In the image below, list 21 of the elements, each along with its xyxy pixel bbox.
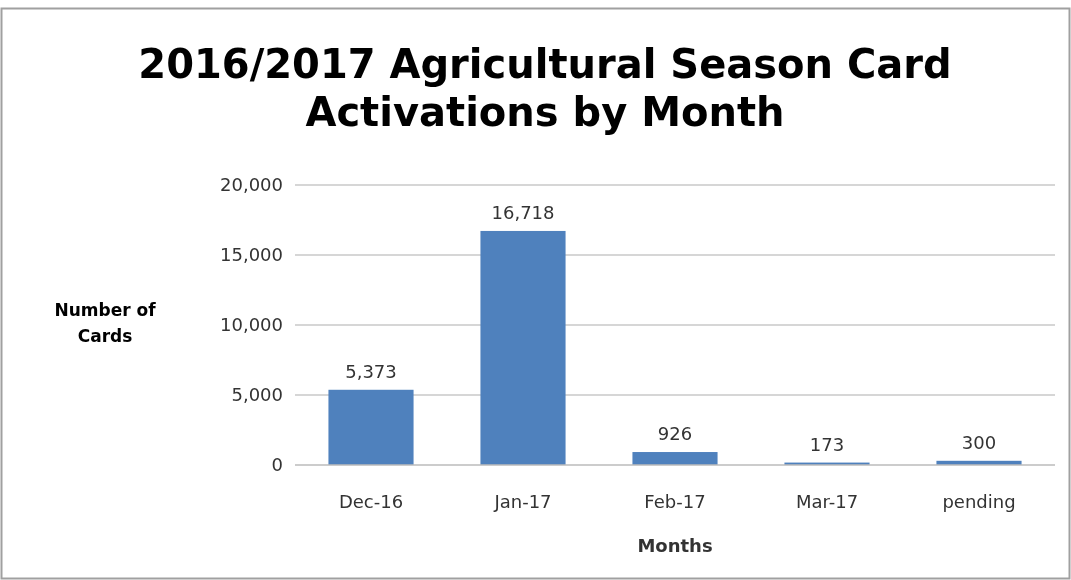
x-tick-label: Mar-17 xyxy=(795,491,859,512)
y-tick-label: 10,000 xyxy=(220,314,283,336)
data-label: 173 xyxy=(809,433,845,455)
bar xyxy=(632,452,718,465)
x-tick-label: pending xyxy=(942,491,1016,512)
x-tick-label: Dec-16 xyxy=(338,491,404,512)
x-tick-label: Jan-17 xyxy=(493,491,552,512)
bar xyxy=(480,230,566,465)
data-label: 16,718 xyxy=(491,201,555,223)
data-label: 5,373 xyxy=(345,360,397,382)
chart-title: 2016/2017 Agricultural Season Card Activations by Month xyxy=(138,41,952,135)
y-tick-label: 15,000 xyxy=(220,244,283,266)
data-label: 926 xyxy=(657,423,693,445)
bar xyxy=(328,389,414,465)
x-axis-title: Months xyxy=(637,535,713,556)
x-tick-label: Feb-17 xyxy=(644,491,706,512)
y-tick-label: 5,000 xyxy=(231,384,283,406)
y-axis-title: Number of Cards xyxy=(54,300,157,346)
y-tick-label: 0 xyxy=(271,454,283,476)
y-tick-label: 20,000 xyxy=(220,174,283,196)
data-label: 300 xyxy=(961,431,997,453)
